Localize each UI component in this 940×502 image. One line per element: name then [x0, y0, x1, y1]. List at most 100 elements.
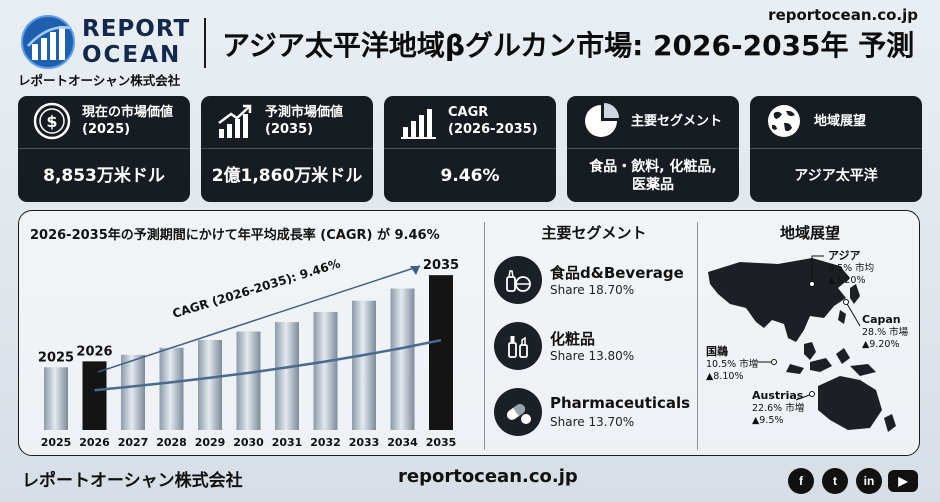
stat-card-regional-outlook: 地域展望 アジア太平洋 [750, 96, 922, 202]
segment-name: 化粧品 [550, 330, 596, 348]
header-divider [204, 18, 206, 68]
x-tick-label: 2034 [387, 436, 418, 449]
pills-icon [494, 388, 542, 436]
header: REPORT OCEAN レポートオーシャン株式会社 アジア太平洋地域βグルカン… [0, 0, 940, 88]
stat-card-forecast-value: 予測市場価値 (2035) 2億1,860万米ドル [201, 96, 373, 202]
food-beverage-icon [494, 256, 542, 304]
cagr-trend-label: CAGR (2026-2035): 9.46% [171, 256, 342, 320]
linkedin-icon[interactable]: in [856, 468, 882, 494]
stat-card-label: 現在の市場価値 (2025) [82, 105, 174, 137]
report-ocean-logo[interactable]: REPORT OCEAN レポートオーシャン株式会社 [18, 10, 198, 88]
dollar-coin-icon: $ [30, 99, 74, 143]
x-tick-label: 2032 [310, 436, 341, 449]
x-tick-label: 2026 [79, 436, 110, 449]
region-name: Austrias [752, 389, 804, 402]
bar-label-2026: 2026 [76, 344, 112, 359]
stat-card-value: 9.46% [440, 166, 500, 186]
pie-chart-icon [579, 99, 623, 143]
bar-2033 [352, 300, 376, 430]
region-name: アジア [828, 249, 861, 262]
stat-card-value: 8,853万米ドル [43, 166, 165, 186]
bar-2032 [313, 311, 338, 430]
svg-text:$: $ [46, 112, 57, 131]
x-tick-label: 2035 [426, 436, 457, 449]
segment-name: Pharmaceuticals [550, 394, 691, 412]
stat-card-cagr: CAGR (2026-2035) 9.46% [384, 96, 556, 202]
region-share: 22.6% 市増 [752, 403, 805, 414]
stat-card-label: 主要セグメント [631, 113, 723, 129]
segment-share: Share 13.80% [550, 349, 635, 363]
x-tick-label: 2027 [118, 436, 149, 449]
bar-2027 [121, 354, 145, 430]
facebook-icon[interactable]: f [788, 468, 814, 494]
chart-caption: 2026-2035年の予測期間にかけて年平均成長率 (CAGR) が 9.46% [30, 228, 440, 243]
bar-label-2035: 2035 [423, 258, 459, 273]
region-label-china: 国鵜 10.5% 市増 ▲8.10% [706, 346, 758, 383]
stat-card-value: 食品・飲料, 化粧品, 医薬品 [589, 159, 717, 193]
youtube-icon[interactable]: ▶ [888, 470, 918, 492]
cosmetics-icon [494, 322, 542, 370]
growth-arrow [97, 265, 421, 373]
stat-card-label: CAGR (2026-2035) [448, 105, 538, 137]
bar-chart-icon [396, 99, 440, 143]
bar-2026 [82, 361, 107, 430]
segment-item-food-beverage: 食品d&Beverage Share 18.70% [494, 256, 694, 306]
bar-2029 [198, 339, 222, 430]
panel-divider [484, 222, 485, 450]
cagr-trend-line [94, 338, 442, 392]
header-site-link[interactable]: reportocean.co.jp [768, 6, 918, 24]
page-title: アジア太平洋地域βグルカン市場: 2026-2035年 予測 [222, 29, 915, 62]
region-growth: ▲9.5% [752, 415, 784, 426]
stat-card-label: 地域展望 [814, 113, 867, 129]
region-share: 28.% 市場 [862, 327, 909, 338]
bar-2030 [236, 331, 261, 430]
bar-2025 [44, 367, 68, 430]
logo-company-name: レポートオーシャン株式会社 [18, 73, 181, 88]
stat-card-value: アジア太平洋 [794, 168, 878, 184]
market-growth-bar-chart: 2025 2026 2027 2028 2029 2030 2031 2032 2033 2034… [38, 256, 459, 449]
segment-share: Share 13.70% [550, 415, 635, 429]
segments-title: 主要セグメント [541, 224, 647, 242]
x-tick-label: 2028 [156, 436, 187, 449]
globe-icon [762, 99, 806, 143]
x-tick-label: 2033 [349, 436, 380, 449]
logo-text-ocean: OCEAN [82, 42, 182, 68]
twitter-icon[interactable]: t [822, 468, 848, 494]
x-tick-label: 2031 [272, 436, 303, 449]
segment-name: 食品d&Beverage [550, 264, 684, 282]
region-share: 10.5% 市増 [706, 359, 759, 370]
region-share: 8.5% 市均 [828, 263, 875, 274]
bar-label-2025: 2025 [38, 350, 74, 365]
footer-company-name: レポートオーシャン株式会社 [22, 471, 243, 491]
x-tick-label: 2029 [195, 436, 226, 449]
footer-site-link[interactable]: reportocean.co.jp [398, 466, 578, 487]
stat-card-key-segments: 主要セグメント 食品・飲料, 化粧品, 医薬品 [567, 96, 739, 202]
segment-item-cosmetics: 化粧品 Share 13.80% [494, 322, 694, 372]
logo-text-report: REPORT [82, 16, 191, 42]
region-label-japan: Capan 28.% 市場 ▲9.20% [862, 314, 908, 351]
region-label-asia: アジア 8.5% 市均 ▲3.20% [828, 250, 874, 287]
panel-divider [697, 222, 698, 450]
growth-arrow-head [410, 266, 420, 275]
x-tick-label: 2030 [233, 436, 264, 449]
region-growth: ▲3.20% [828, 275, 866, 286]
x-tick-label: 2025 [41, 436, 72, 449]
regions-title: 地域展望 [779, 224, 840, 242]
region-growth: ▲8.10% [706, 371, 744, 382]
stat-card-value: 2億1,860万米ドル [211, 166, 363, 186]
bar-2031 [275, 322, 299, 430]
stat-card-label: 予測市場価値 (2035) [265, 105, 344, 137]
stat-card-current-value: $ 現在の市場価値 (2025) 8,853万米ドル [18, 96, 190, 202]
logo-globe-icon [21, 15, 75, 69]
bar-2028 [159, 347, 184, 430]
bar-2035 [429, 275, 453, 430]
region-name: 国鵜 [706, 345, 728, 358]
segment-share: Share 18.70% [550, 283, 635, 297]
region-growth: ▲9.20% [862, 339, 900, 350]
region-label-australia: Austrias 22.6% 市増 ▲9.5% [752, 390, 804, 427]
region-name: Capan [862, 313, 901, 326]
growth-chart-icon [213, 99, 257, 143]
segment-item-pharmaceuticals: Pharmaceuticals Share 13.70% [494, 388, 694, 438]
bar-2034 [390, 288, 415, 430]
asia-pacific-map [708, 255, 896, 432]
